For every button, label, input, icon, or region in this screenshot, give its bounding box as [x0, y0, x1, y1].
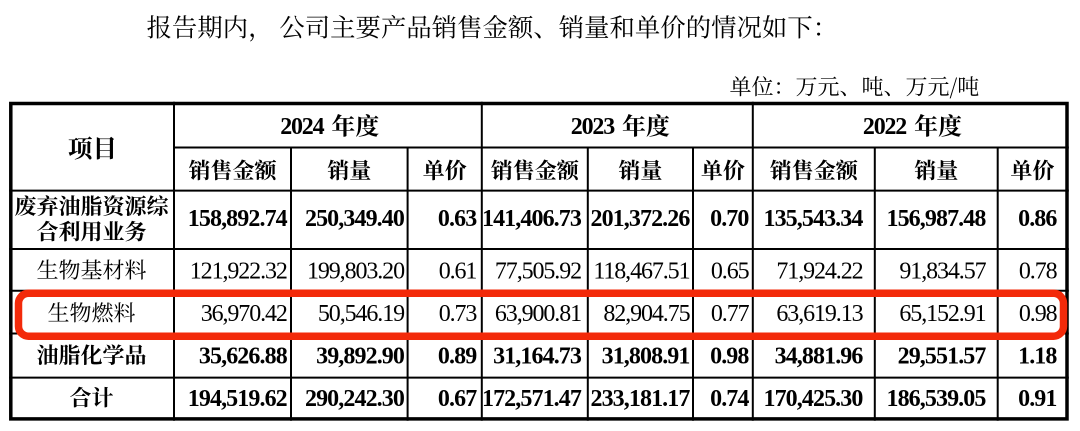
svg-text:63,619.13: 63,619.13: [776, 301, 863, 327]
svg-text:77,505.92: 77,505.92: [495, 258, 581, 284]
svg-text:91,834.57: 91,834.57: [899, 258, 986, 284]
svg-text:121,922.32: 121,922.32: [190, 258, 287, 284]
svg-text:0.74: 0.74: [710, 386, 749, 412]
svg-text:156,987.48: 156,987.48: [886, 206, 986, 232]
svg-text:233,181.17: 233,181.17: [590, 386, 690, 412]
svg-text:82,904.75: 82,904.75: [603, 301, 690, 327]
svg-text:0.61: 0.61: [439, 258, 477, 284]
svg-text:0.63: 0.63: [438, 206, 477, 232]
svg-text:158,892.74: 158,892.74: [188, 206, 288, 232]
svg-text:0.98: 0.98: [710, 344, 749, 370]
svg-text:71,924.22: 71,924.22: [776, 258, 862, 284]
svg-text:36,970.42: 36,970.42: [201, 301, 287, 327]
svg-text:0.67: 0.67: [438, 386, 477, 412]
svg-text:172,571.47: 172,571.47: [482, 386, 582, 412]
svg-text:35,626.88: 35,626.88: [199, 344, 288, 370]
svg-text:63,900.81: 63,900.81: [495, 301, 581, 327]
svg-text:0.91: 0.91: [1018, 386, 1056, 412]
svg-text:31,164.73: 31,164.73: [493, 344, 582, 370]
svg-text:0.78: 0.78: [1019, 258, 1058, 284]
svg-text:135,543.34: 135,543.34: [763, 206, 863, 232]
svg-text:0.86: 0.86: [1018, 206, 1057, 232]
svg-text:65,152.91: 65,152.91: [899, 301, 985, 327]
svg-text:2023: 2023: [571, 114, 615, 140]
svg-text:34,881.96: 34,881.96: [775, 344, 864, 370]
svg-text:0.89: 0.89: [438, 344, 477, 370]
svg-text:170,425.30: 170,425.30: [763, 386, 863, 412]
svg-text:0.73: 0.73: [439, 301, 478, 327]
svg-text:39,892.90: 39,892.90: [316, 344, 405, 370]
svg-text:1.18: 1.18: [1018, 344, 1057, 370]
svg-text:2024: 2024: [280, 114, 324, 140]
svg-text:2022: 2022: [863, 114, 906, 140]
svg-text:250,349.40: 250,349.40: [305, 206, 405, 232]
svg-text:50,546.19: 50,546.19: [318, 301, 405, 327]
svg-text:141,406.73: 141,406.73: [482, 206, 582, 232]
svg-text:0.77: 0.77: [711, 301, 750, 327]
svg-text:199,803.20: 199,803.20: [307, 258, 405, 284]
svg-text:31,808.91: 31,808.91: [602, 344, 690, 370]
svg-text:118,467.51: 118,467.51: [593, 258, 689, 284]
svg-text:290,242.30: 290,242.30: [305, 386, 405, 412]
svg-text:0.70: 0.70: [710, 206, 749, 232]
svg-text:186,539.05: 186,539.05: [886, 386, 986, 412]
svg-text:194,519.62: 194,519.62: [188, 386, 287, 412]
svg-text:0.65: 0.65: [711, 258, 750, 284]
svg-text:29,551.57: 29,551.57: [898, 344, 987, 370]
svg-text:0.98: 0.98: [1019, 301, 1058, 327]
svg-text:201,372.26: 201,372.26: [590, 206, 690, 232]
